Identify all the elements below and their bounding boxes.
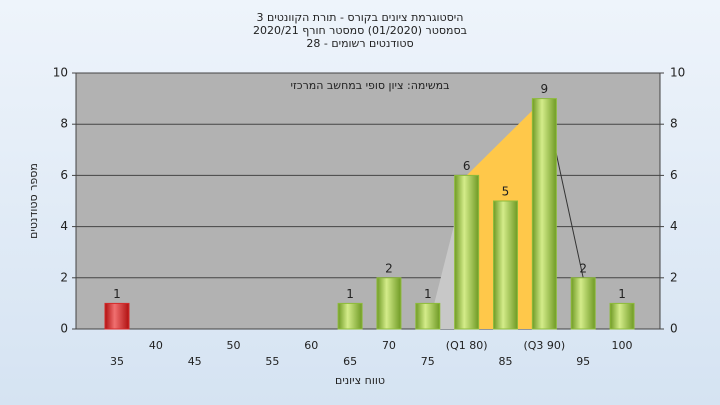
x-tick-label: 95 <box>576 355 590 368</box>
x-tick-label: (Q1 80) <box>446 339 488 352</box>
y-tick-label: 10 <box>53 66 68 80</box>
x-tick-label: (Q3 90) <box>523 339 565 352</box>
data-label: 1 <box>113 287 121 301</box>
bar <box>609 302 635 330</box>
data-label: 1 <box>346 287 354 301</box>
bar <box>104 302 130 330</box>
x-tick-label: 40 <box>149 339 163 352</box>
bar <box>337 302 363 330</box>
y2-tick-label: 8 <box>670 117 678 131</box>
x-tick-label: 75 <box>421 355 435 368</box>
chart-subtitle: בסמסטר (01/2020) סמסטר חורף 2020/21 <box>253 24 467 37</box>
data-label: 5 <box>502 185 510 199</box>
x-tick-label: 100 <box>612 339 633 352</box>
chart-subtitle: סטודנטים רשומים - 28 <box>306 37 413 50</box>
bar <box>376 277 402 330</box>
y-axis-label: מספר סטודנטים <box>27 163 40 239</box>
y2-tick-label: 6 <box>670 168 678 182</box>
annotation: במשימה: ציון סופי במחשב המרכזי <box>290 79 449 92</box>
x-tick-label: 85 <box>499 355 513 368</box>
data-label: 6 <box>463 159 471 173</box>
x-tick-label: 65 <box>343 355 357 368</box>
bar <box>454 174 480 330</box>
x-tick-label: 45 <box>188 355 202 368</box>
y-tick-label: 2 <box>60 270 68 284</box>
data-label: 9 <box>541 82 549 96</box>
x-tick-label: 35 <box>110 355 124 368</box>
y-tick-label: 8 <box>60 117 68 131</box>
y-tick-label: 4 <box>60 219 68 233</box>
x-tick-label: 50 <box>227 339 241 352</box>
data-label: 2 <box>579 261 587 275</box>
x-tick-label: 60 <box>304 339 318 352</box>
bar <box>415 302 441 330</box>
plot-area <box>75 72 661 330</box>
y2-tick-label: 4 <box>670 219 678 233</box>
chart-title: היסטוגרמת ציונים בקורס - תורת הקוונטים 3 <box>257 11 464 24</box>
y-tick-label: 0 <box>60 322 68 336</box>
x-axis-label: טווח ציונים <box>335 374 385 387</box>
data-label: 1 <box>618 287 626 301</box>
y2-tick-label: 2 <box>670 270 678 284</box>
data-label: 1 <box>424 287 432 301</box>
bar <box>531 98 557 330</box>
bar <box>570 277 596 330</box>
x-tick-label: 70 <box>382 339 396 352</box>
bar <box>493 200 518 330</box>
x-tick-label: 55 <box>265 355 279 368</box>
y2-tick-label: 0 <box>670 322 678 336</box>
y2-tick-label: 10 <box>670 66 685 80</box>
y-tick-label: 6 <box>60 168 68 182</box>
data-label: 2 <box>385 261 393 275</box>
